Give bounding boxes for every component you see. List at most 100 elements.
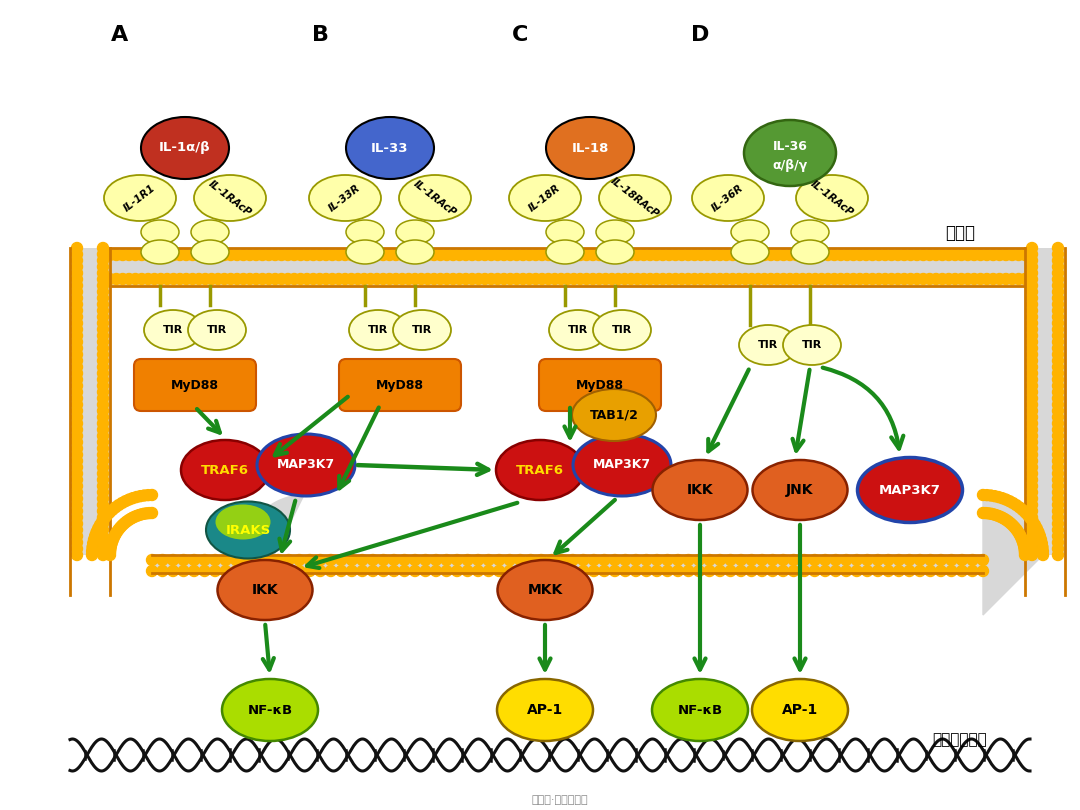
Circle shape	[683, 249, 693, 261]
Text: TRAF6: TRAF6	[201, 463, 249, 476]
Circle shape	[581, 249, 592, 261]
Circle shape	[504, 249, 516, 261]
Circle shape	[893, 555, 904, 565]
Circle shape	[676, 249, 687, 261]
Circle shape	[1026, 386, 1038, 398]
Circle shape	[956, 249, 967, 261]
Ellipse shape	[791, 240, 829, 264]
Circle shape	[108, 534, 119, 544]
Circle shape	[71, 356, 82, 366]
Circle shape	[416, 249, 427, 261]
Circle shape	[460, 249, 471, 261]
Circle shape	[1026, 512, 1038, 523]
Circle shape	[123, 514, 134, 526]
Circle shape	[1053, 424, 1064, 435]
Ellipse shape	[796, 175, 868, 221]
Circle shape	[1053, 242, 1064, 254]
Circle shape	[1053, 393, 1064, 404]
Circle shape	[238, 249, 248, 261]
Circle shape	[499, 274, 510, 284]
Circle shape	[123, 494, 135, 505]
Circle shape	[645, 274, 656, 284]
Circle shape	[696, 274, 706, 284]
Circle shape	[931, 274, 942, 284]
Circle shape	[193, 249, 204, 261]
Circle shape	[784, 249, 795, 261]
Circle shape	[943, 274, 955, 284]
Circle shape	[638, 274, 649, 284]
Circle shape	[867, 274, 878, 284]
Circle shape	[1053, 512, 1064, 523]
Circle shape	[862, 565, 873, 577]
Circle shape	[187, 274, 198, 284]
Circle shape	[969, 274, 980, 284]
Circle shape	[999, 513, 1010, 524]
Circle shape	[788, 555, 799, 565]
Circle shape	[924, 274, 935, 284]
Circle shape	[1026, 405, 1038, 416]
Circle shape	[772, 274, 783, 284]
Circle shape	[119, 518, 130, 529]
Circle shape	[1011, 500, 1022, 510]
Circle shape	[943, 249, 955, 261]
Circle shape	[422, 274, 433, 284]
Circle shape	[517, 249, 528, 261]
Circle shape	[578, 565, 589, 577]
Circle shape	[486, 249, 497, 261]
Circle shape	[651, 274, 662, 284]
Circle shape	[113, 524, 124, 535]
Circle shape	[823, 249, 834, 261]
Circle shape	[454, 274, 465, 284]
Ellipse shape	[141, 240, 179, 264]
Bar	[110, 248, 1025, 286]
Text: IKK: IKK	[687, 483, 713, 497]
Circle shape	[720, 274, 732, 284]
Circle shape	[71, 399, 82, 410]
Circle shape	[71, 305, 82, 316]
Circle shape	[365, 249, 376, 261]
Text: IL-33R: IL-33R	[327, 182, 363, 213]
Circle shape	[1053, 386, 1064, 398]
Circle shape	[200, 274, 211, 284]
Circle shape	[609, 565, 620, 577]
Text: IL-33: IL-33	[372, 142, 408, 155]
Circle shape	[912, 274, 922, 284]
Text: IL-18R: IL-18R	[527, 182, 563, 213]
Circle shape	[746, 274, 757, 284]
Text: IL-1RAcP: IL-1RAcP	[411, 178, 458, 218]
Circle shape	[969, 249, 980, 261]
Circle shape	[336, 555, 347, 565]
Circle shape	[683, 274, 693, 284]
Circle shape	[367, 555, 378, 565]
Ellipse shape	[596, 240, 634, 264]
Circle shape	[71, 430, 82, 441]
Circle shape	[131, 492, 141, 502]
Circle shape	[97, 537, 108, 548]
Circle shape	[658, 249, 669, 261]
Text: TIR: TIR	[207, 325, 227, 335]
Circle shape	[71, 450, 82, 460]
Circle shape	[113, 500, 124, 510]
Circle shape	[581, 274, 592, 284]
Text: IL-1α/β: IL-1α/β	[159, 142, 211, 155]
Circle shape	[524, 249, 535, 261]
Circle shape	[71, 424, 82, 435]
Circle shape	[359, 274, 369, 284]
Circle shape	[1026, 393, 1038, 404]
Circle shape	[283, 565, 294, 577]
Circle shape	[828, 274, 840, 284]
Circle shape	[1008, 520, 1018, 531]
Circle shape	[957, 565, 968, 577]
Circle shape	[543, 249, 554, 261]
Circle shape	[117, 497, 127, 509]
Circle shape	[1036, 534, 1047, 545]
Circle shape	[1020, 249, 1030, 261]
Circle shape	[105, 544, 116, 555]
Ellipse shape	[188, 310, 246, 350]
Ellipse shape	[753, 460, 848, 520]
Text: TAB1/2: TAB1/2	[590, 408, 638, 421]
Circle shape	[823, 274, 834, 284]
Circle shape	[356, 555, 368, 565]
Text: IL-1R1: IL-1R1	[122, 182, 158, 213]
Circle shape	[86, 546, 97, 556]
